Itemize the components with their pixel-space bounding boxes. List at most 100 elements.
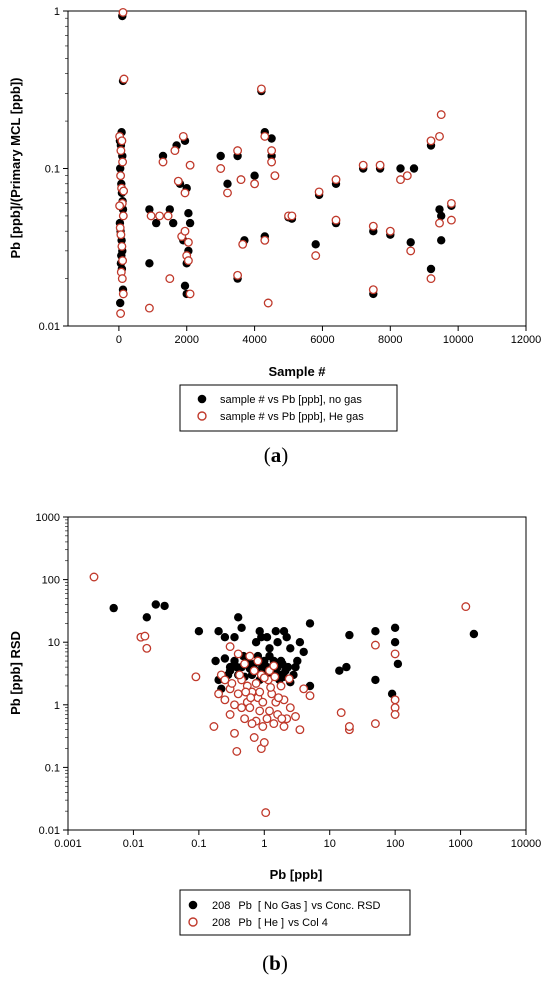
- data-point-no-gas: [311, 240, 320, 249]
- data-point-he-gas: [311, 251, 321, 261]
- data-point-he-gas: [406, 246, 416, 256]
- x-tick-label: 10000: [443, 334, 474, 346]
- x-tick-label: 2000: [174, 334, 198, 346]
- data-point-no-gas: [234, 613, 243, 622]
- panel-label-b-close: ): [281, 951, 288, 975]
- data-point-he-gas: [117, 241, 127, 251]
- data-point-no-gas: [151, 600, 160, 609]
- legend-marker-no-gas-b: [188, 900, 198, 910]
- data-point-he-gas: [233, 270, 243, 280]
- x-tick-label: 0.01: [123, 838, 144, 850]
- data-point-he-gas: [253, 656, 263, 666]
- data-point-he-gas: [267, 146, 277, 156]
- data-point-no-gas: [371, 627, 380, 636]
- legend-marker-no-gas: [197, 394, 207, 404]
- legend-label-he-b: 208 Pb [ He ] vs Col 4: [212, 917, 328, 929]
- data-point-he-gas: [267, 157, 277, 167]
- data-point-no-gas: [109, 603, 118, 613]
- legend-label-he-gas: sample # vs Pb [ppb], He gas: [220, 411, 364, 423]
- data-point-he-gas: [260, 235, 270, 245]
- data-point-he-gas: [144, 303, 154, 313]
- data-point-he-gas: [185, 289, 195, 299]
- data-point-he-gas: [269, 719, 279, 729]
- x-axis-b: 0.001 0.01 0.1 1 10 100 1000 10000: [54, 830, 541, 850]
- data-point-he-gas: [118, 7, 128, 17]
- data-point-he-gas: [344, 722, 354, 731]
- y-tick-label: 10: [48, 637, 60, 649]
- data-point-he-gas: [299, 684, 309, 694]
- data-point-no-gas: [396, 164, 405, 173]
- data-point-he-gas: [279, 722, 289, 731]
- data-point-he-gas: [116, 309, 126, 318]
- x-tick-label: 10000: [511, 838, 542, 850]
- data-point-he-gas: [183, 256, 193, 266]
- data-point-no-gas: [214, 627, 223, 636]
- x-tick-label: 1000: [448, 838, 472, 850]
- x-tick-label: 10: [324, 838, 336, 850]
- data-point-he-gas: [235, 670, 245, 680]
- x-tick-label: 4000: [242, 334, 266, 346]
- data-point-no-gas: [335, 666, 344, 675]
- data-point-he-gas: [249, 666, 259, 676]
- data-point-no-gas: [390, 638, 400, 647]
- legend-b1-versus: vs Col 4: [288, 917, 328, 929]
- data-point-he-gas: [116, 146, 126, 156]
- data-point-he-gas: [262, 714, 272, 724]
- x-axis-label-a: Sample #: [268, 364, 326, 379]
- data-point-he-gas: [89, 572, 99, 582]
- data-point-he-gas: [119, 186, 129, 196]
- y-axis-a: 0.01 0.1 1: [39, 6, 68, 333]
- data-point-he-gas: [241, 687, 251, 697]
- data-point-no-gas: [469, 629, 479, 639]
- data-point-no-gas: [406, 238, 415, 247]
- data-point-no-gas: [194, 627, 204, 636]
- data-point-he-gas: [251, 678, 261, 688]
- scatter-points-b: [89, 572, 479, 818]
- data-point-he-gas: [233, 689, 243, 699]
- data-point-no-gas: [265, 644, 274, 653]
- x-tick-label: 6000: [310, 334, 334, 346]
- data-point-he-gas: [265, 706, 274, 716]
- data-point-no-gas: [426, 264, 436, 274]
- data-point-he-gas: [117, 274, 127, 284]
- y-tick-label: 0.1: [45, 762, 60, 774]
- data-point-no-gas: [220, 654, 230, 663]
- data-point-he-gas: [285, 703, 295, 713]
- data-point-he-gas: [258, 697, 268, 707]
- data-point-he-gas: [256, 84, 266, 94]
- data-point-he-gas: [255, 687, 265, 697]
- panel-label-a: (a): [264, 443, 289, 467]
- x-tick-label: 0.1: [191, 838, 206, 850]
- legend-a: sample # vs Pb [ppb], no gas sample # vs…: [179, 384, 398, 432]
- plot-area-a: [67, 10, 527, 327]
- data-point-no-gas: [390, 623, 400, 632]
- data-point-no-gas: [271, 627, 280, 636]
- data-point-he-gas: [170, 146, 180, 156]
- data-point-he-gas: [118, 289, 128, 299]
- data-point-he-gas: [270, 672, 280, 682]
- data-point-he-gas: [116, 230, 126, 240]
- data-point-he-gas: [118, 157, 128, 167]
- data-point-he-gas: [255, 706, 265, 716]
- data-point-he-gas: [216, 164, 226, 173]
- data-point-he-gas: [331, 215, 341, 225]
- data-point-he-gas: [250, 179, 260, 189]
- data-point-he-gas: [180, 226, 190, 236]
- data-point-no-gas: [223, 179, 232, 188]
- legend-marker-he-gas: [197, 411, 207, 421]
- y-tick-label: 0.01: [39, 321, 60, 333]
- data-point-he-gas: [258, 722, 268, 731]
- data-point-he-gas: [146, 211, 156, 221]
- data-point-he-gas: [240, 714, 250, 724]
- data-point-no-gas: [185, 218, 195, 228]
- data-point-no-gas: [220, 633, 230, 642]
- data-point-he-gas: [163, 211, 173, 221]
- y-axis-b: 0.01 0.1 1 10 100 1000: [36, 512, 68, 837]
- data-point-he-gas: [245, 651, 255, 661]
- data-point-no-gas: [437, 211, 446, 221]
- data-point-he-gas: [119, 74, 129, 84]
- data-point-no-gas: [145, 259, 154, 268]
- data-point-he-gas: [236, 175, 246, 185]
- data-point-no-gas: [251, 638, 261, 647]
